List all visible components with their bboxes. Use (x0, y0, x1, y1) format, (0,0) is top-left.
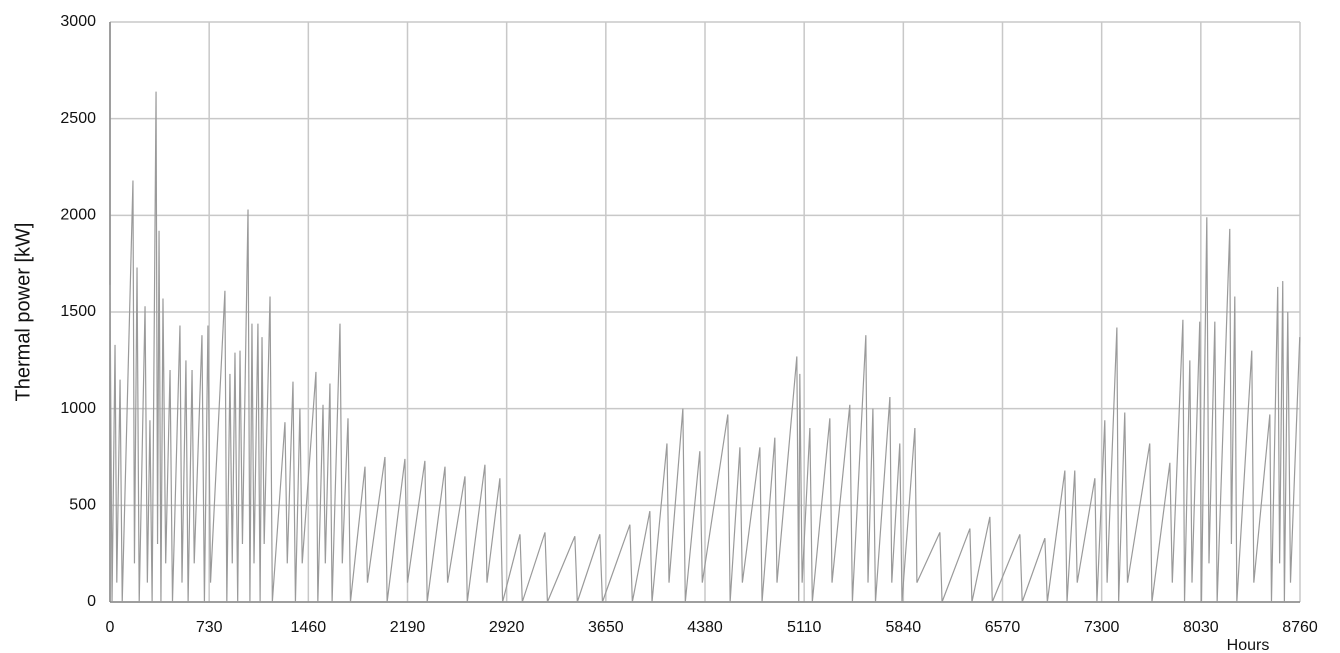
x-tick-label: 2920 (489, 619, 525, 636)
x-tick-label: 8760 (1282, 619, 1318, 636)
x-tick-label: 5840 (886, 619, 922, 636)
y-axis-label: Thermal power [kW] (12, 223, 34, 402)
x-tick-label: 3650 (588, 619, 624, 636)
x-tick-label: 6570 (985, 619, 1021, 636)
y-tick-label: 1500 (60, 303, 96, 320)
x-tick-label: 730 (196, 619, 223, 636)
x-tick-label: 8030 (1183, 619, 1219, 636)
y-tick-label: 500 (69, 497, 96, 514)
x-tick-label: 0 (106, 619, 115, 636)
y-tick-label: 3000 (60, 13, 96, 30)
x-tick-label: 2190 (390, 619, 426, 636)
x-tick-label: 4380 (687, 619, 723, 636)
y-tick-label: 2000 (60, 207, 96, 224)
y-tick-label: 2500 (60, 110, 96, 127)
x-tick-label: 7300 (1084, 619, 1120, 636)
data-line (109, 91, 1301, 603)
y-tick-label: 1000 (60, 400, 96, 417)
x-tick-label: 1460 (291, 619, 327, 636)
x-tick-label: 5110 (787, 619, 822, 636)
x-axis-label: Hours (1227, 637, 1270, 653)
y-tick-label: 0 (87, 593, 96, 610)
